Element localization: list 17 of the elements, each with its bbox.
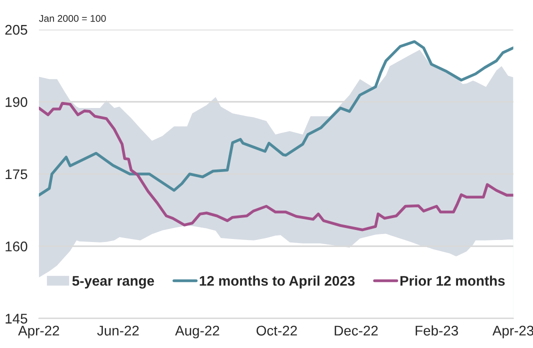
x-tick-label: Aug-22 <box>175 326 220 338</box>
y-tick-label: 145 <box>6 314 28 324</box>
legend-label: Prior 12 months <box>400 276 505 286</box>
x-tick-label: Jun-22 <box>97 326 139 336</box>
y-tick-label: 160 <box>6 242 28 252</box>
y-tick-label: 190 <box>6 97 28 107</box>
line-series <box>38 102 514 232</box>
x-tick-label: Oct-22 <box>256 326 297 336</box>
y-axis-title: Jan 2000 = 100 <box>39 14 106 22</box>
x-tick-label: Apr-22 <box>18 326 60 338</box>
series-label: 5-year range <box>72 276 154 289</box>
line-series <box>38 40 514 197</box>
y-tick-label: 175 <box>6 169 28 180</box>
y-tick-label: 205 <box>5 24 28 35</box>
legend-label: 12 months to April 2023 <box>200 276 355 289</box>
x-tick-label: Feb-23 <box>416 325 458 336</box>
x-tick-label: Dec-22 <box>334 326 378 336</box>
